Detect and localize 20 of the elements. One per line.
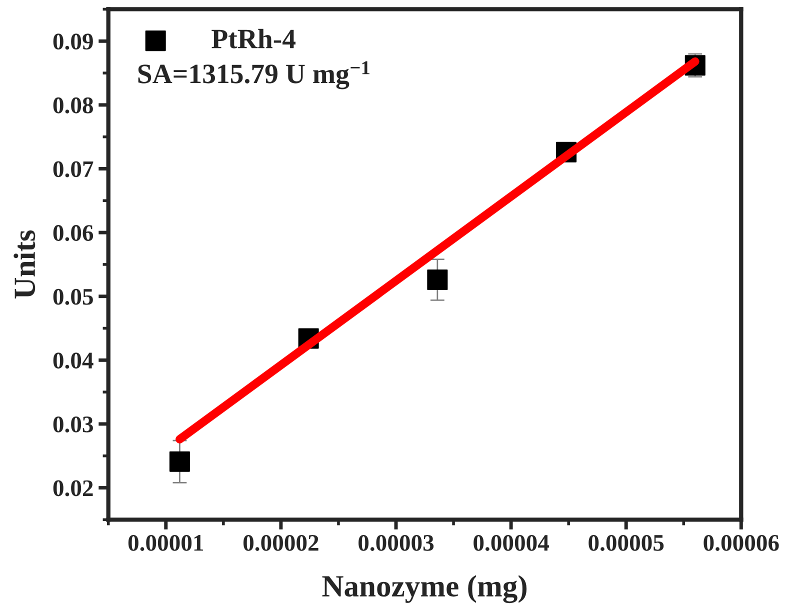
y-axis-title: Units [14,230,36,298]
y-tick-label: 0.09 [53,34,93,50]
y-tick-label: 0.07 [53,161,94,178]
x-tick-label: 0.00006 [704,534,779,551]
y-tick-label: 0.08 [53,97,93,114]
y-tick-label: 0.06 [53,225,94,242]
x-tick-label: 0.00001 [128,534,204,551]
x-axis-title: Nanozyme (mg) [322,575,527,604]
y-tick-label: 0.03 [53,416,93,432]
y-tick-label: 0.02 [53,480,93,496]
annotation: SA=1315.79 U mg$^{−1}$ [138,61,370,90]
point [427,269,448,290]
legend-label: PtRh-4 [212,28,296,48]
x-tick-label: 0.00002 [243,534,318,551]
y-tick-label: 0.04 [53,352,94,369]
x-tick-label: 0.00003 [358,534,434,551]
x-tick-label: 0.00005 [588,534,664,551]
x-tick-label: 0.00004 [474,534,549,551]
y-tick-label: 0.05 [53,288,93,305]
point [169,451,190,472]
